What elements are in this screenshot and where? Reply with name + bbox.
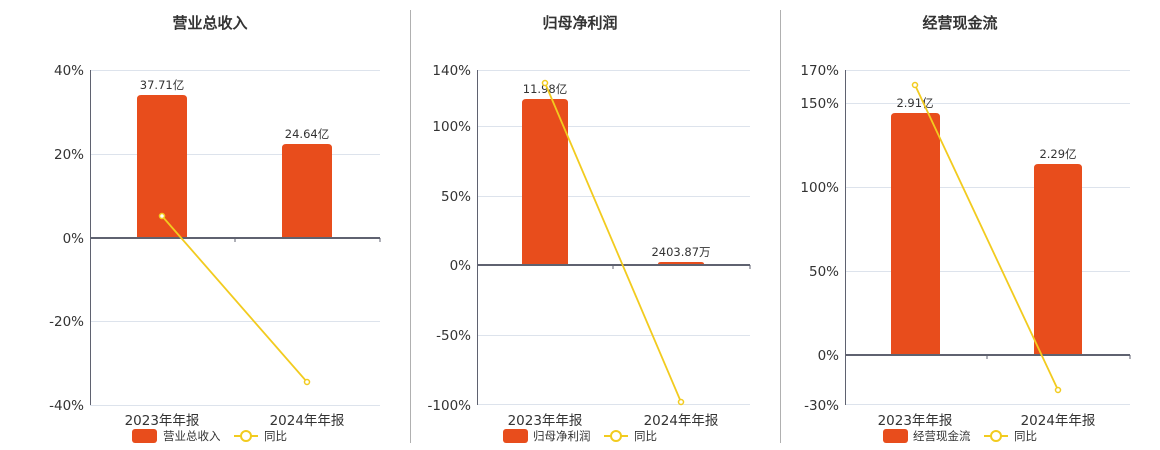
- svg-text:0%: 0%: [450, 258, 472, 274]
- yoy-point-2023[interactable]: [911, 81, 919, 89]
- legend-line-label[interactable]: 同比: [1014, 429, 1037, 443]
- yoy-line-series: [911, 81, 1062, 394]
- bar-value-label: 24.64亿: [285, 127, 329, 141]
- chart-operating-cash-flow: 经营现金流 170% 150% 100% 50% 0% -30% 2.91亿 2…: [800, 14, 1131, 443]
- svg-text:0%: 0%: [818, 348, 840, 364]
- legend-bar-swatch: [132, 429, 157, 443]
- panel-divider: [410, 10, 411, 443]
- y-axis-ticks: 140% 100% 50% 0% -50% -100%: [428, 63, 472, 414]
- legend-line-icon: [240, 430, 252, 442]
- bar-value-label: 2403.87万: [651, 245, 710, 259]
- x-category-label: 2023年年报: [878, 413, 953, 429]
- svg-text:-40%: -40%: [49, 398, 84, 414]
- svg-text:20%: 20%: [54, 147, 84, 163]
- legend-bar-label[interactable]: 经营现金流: [913, 429, 971, 443]
- bar-2023[interactable]: [891, 113, 940, 355]
- legend-bar-label[interactable]: 归母净利润: [533, 429, 591, 443]
- svg-text:50%: 50%: [441, 189, 471, 205]
- yoy-point-2023[interactable]: [158, 212, 166, 220]
- chart-title: 营业总收入: [172, 14, 247, 32]
- legend-line-label[interactable]: 同比: [634, 429, 657, 443]
- legend-line-label[interactable]: 同比: [264, 429, 287, 443]
- y-axis-ticks: 40% 20% 0% -20% -40%: [49, 63, 84, 414]
- svg-text:100%: 100%: [432, 119, 471, 135]
- panel-divider: [780, 10, 781, 443]
- x-category-label: 2023年年报: [508, 413, 583, 429]
- svg-text:-30%: -30%: [804, 398, 839, 414]
- bar-series: [137, 95, 332, 238]
- grid-lines: [477, 70, 750, 405]
- svg-text:170%: 170%: [800, 63, 839, 79]
- chart-title: 归母净利润: [542, 14, 617, 32]
- legend-line-icon: [610, 430, 622, 442]
- x-category-label: 2023年年报: [125, 413, 200, 429]
- bar-2024[interactable]: [282, 144, 332, 238]
- yoy-line-series: [541, 79, 685, 406]
- svg-text:100%: 100%: [800, 180, 839, 196]
- bar-value-label: 11.98亿: [523, 82, 567, 96]
- x-category-label: 2024年年报: [270, 413, 345, 429]
- x-category-label: 2024年年报: [1021, 413, 1096, 429]
- bar-series: [891, 113, 1082, 355]
- bar-value-label: 2.91亿: [896, 96, 933, 110]
- bar-2023[interactable]: [522, 99, 568, 265]
- yoy-point-2023[interactable]: [541, 79, 549, 87]
- bar-value-label: 37.71亿: [140, 78, 184, 92]
- svg-text:-20%: -20%: [49, 314, 84, 330]
- svg-text:-100%: -100%: [428, 398, 472, 414]
- svg-text:0%: 0%: [63, 231, 85, 247]
- svg-text:-50%: -50%: [436, 328, 471, 344]
- yoy-point-2024[interactable]: [303, 378, 311, 386]
- svg-text:150%: 150%: [800, 96, 839, 112]
- bar-2023[interactable]: [137, 95, 187, 238]
- yoy-point-2024[interactable]: [677, 398, 685, 406]
- legend-bar-label[interactable]: 营业总收入: [163, 429, 221, 443]
- legend-line-icon: [990, 430, 1002, 442]
- svg-text:140%: 140%: [432, 63, 471, 79]
- yoy-point-2024[interactable]: [1054, 386, 1062, 394]
- svg-text:40%: 40%: [54, 63, 84, 79]
- y-axis-ticks: 170% 150% 100% 50% 0% -30%: [800, 63, 839, 414]
- svg-text:50%: 50%: [809, 264, 839, 280]
- legend-bar-swatch: [503, 429, 528, 443]
- chart-net-profit: 归母净利润 140% 100% 50% 0% -50% -100% 11.98亿…: [428, 14, 751, 443]
- bar-value-label: 2.29亿: [1039, 147, 1076, 161]
- yoy-line-series: [158, 212, 311, 386]
- legend[interactable]: 经营现金流 同比: [883, 429, 1037, 443]
- legend[interactable]: 营业总收入 同比: [132, 429, 287, 443]
- chart-title: 经营现金流: [922, 14, 997, 32]
- bar-series: [522, 99, 704, 265]
- x-category-label: 2024年年报: [644, 413, 719, 429]
- chart-total-revenue: 营业总收入 40% 20% 0% -20% -40% 37.71亿 24.64亿…: [49, 14, 381, 443]
- legend-bar-swatch: [883, 429, 908, 443]
- bar-2024[interactable]: [1034, 164, 1082, 355]
- legend[interactable]: 归母净利润 同比: [503, 429, 657, 443]
